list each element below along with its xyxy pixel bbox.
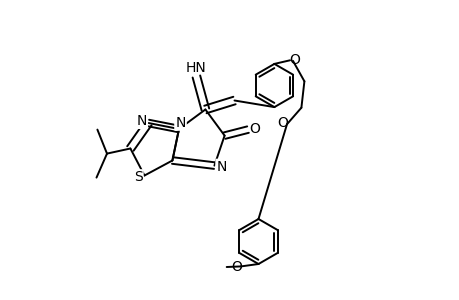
Text: O: O bbox=[288, 53, 299, 67]
Text: S: S bbox=[134, 170, 142, 184]
Text: HN: HN bbox=[185, 61, 207, 74]
Text: N: N bbox=[136, 114, 147, 128]
Text: N: N bbox=[216, 160, 226, 174]
Text: O: O bbox=[230, 260, 241, 274]
Text: O: O bbox=[249, 122, 259, 136]
Text: N: N bbox=[175, 116, 185, 130]
Text: O: O bbox=[276, 116, 287, 130]
